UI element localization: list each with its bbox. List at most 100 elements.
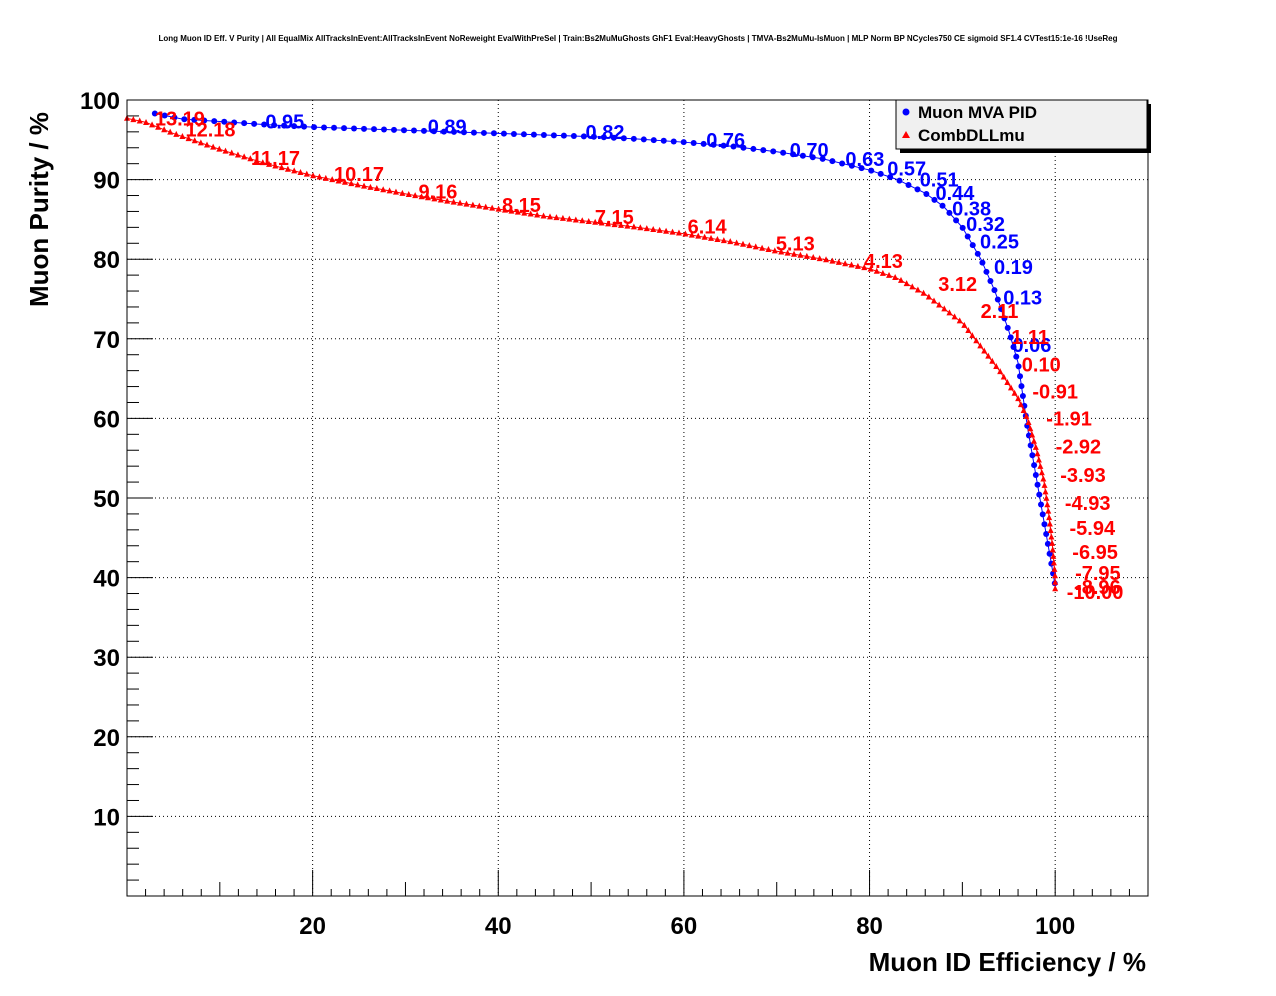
data-point	[1046, 520, 1053, 527]
data-point	[799, 152, 806, 159]
data-point	[1051, 565, 1058, 572]
data-point	[669, 228, 676, 235]
data-point	[580, 133, 587, 140]
data-point	[173, 130, 180, 137]
data-label: 0.82	[586, 122, 625, 144]
data-point	[1018, 383, 1025, 390]
data-point	[610, 134, 617, 141]
data-point	[1042, 488, 1049, 495]
data-point	[997, 368, 1004, 375]
data-point	[1015, 395, 1022, 402]
y-tick-label: 60	[93, 406, 120, 433]
data-point	[482, 203, 489, 210]
plot-frame	[126, 99, 1149, 897]
data-point	[322, 174, 329, 181]
data-point	[848, 261, 855, 268]
y-tick-label: 10	[93, 804, 120, 831]
data-point	[1052, 578, 1059, 585]
data-point	[161, 112, 168, 119]
data-point	[284, 165, 291, 172]
data-point	[221, 118, 228, 125]
data-point	[431, 195, 438, 202]
data-point	[981, 347, 988, 354]
data-point	[1041, 481, 1048, 488]
data-point	[204, 141, 211, 148]
data-point	[1030, 437, 1037, 444]
data-point	[611, 221, 618, 228]
data-point	[861, 264, 868, 271]
data-point	[155, 123, 162, 130]
data-point	[1013, 353, 1020, 360]
data-point	[680, 139, 687, 146]
data-point	[241, 153, 248, 160]
y-tick-label: 100	[80, 88, 120, 115]
data-label: -1.91	[1046, 408, 1092, 430]
data-label: 3.12	[938, 274, 977, 296]
data-point	[399, 189, 406, 196]
data-point	[1029, 452, 1036, 459]
data-point	[791, 250, 798, 257]
data-label: -5.94	[1070, 518, 1116, 540]
x-tick-label: 20	[299, 913, 326, 940]
data-point	[708, 234, 715, 241]
data-point	[510, 130, 517, 137]
data-point	[1032, 443, 1039, 450]
data-point	[956, 317, 963, 324]
data-point	[540, 212, 547, 219]
data-point	[797, 251, 804, 258]
data-point	[1035, 456, 1042, 463]
data-point	[630, 135, 637, 142]
data-point	[920, 289, 927, 296]
data-point	[266, 160, 273, 167]
data-point	[740, 144, 747, 151]
data-point	[977, 342, 984, 349]
legend-marker-mva	[902, 108, 910, 116]
data-point	[1010, 344, 1017, 351]
data-point	[259, 159, 266, 166]
data-point	[979, 259, 986, 266]
data-point	[998, 305, 1005, 312]
data-point	[909, 283, 916, 290]
data-label: -0.91	[1032, 381, 1078, 403]
data-point	[354, 181, 361, 188]
data-point	[835, 258, 842, 265]
data-label: 4.13	[864, 251, 903, 273]
data-point	[310, 172, 317, 179]
data-point	[570, 133, 577, 140]
data-label: 0.63	[845, 149, 884, 171]
data-point	[1023, 412, 1030, 419]
data-point	[848, 162, 855, 169]
data-point	[191, 137, 198, 144]
data-point	[842, 260, 849, 267]
grid-lines	[127, 99, 1148, 896]
data-label: 0.06	[1013, 335, 1052, 357]
data-point	[829, 257, 836, 264]
data-point	[348, 180, 355, 187]
data-point	[590, 133, 597, 140]
data-point	[241, 120, 248, 127]
data-point	[386, 187, 393, 194]
data-point	[1031, 462, 1038, 469]
data-point	[521, 209, 528, 216]
data-label: 0.70	[790, 140, 829, 162]
data-point	[750, 145, 757, 152]
data-point	[450, 198, 457, 205]
data-point	[656, 226, 663, 233]
data-point	[247, 155, 254, 162]
data-point	[179, 133, 186, 140]
data-point	[688, 231, 695, 238]
data-point	[500, 130, 507, 137]
data-point	[839, 160, 846, 167]
data-point	[560, 132, 567, 139]
data-point	[572, 216, 579, 223]
data-point	[598, 219, 605, 226]
data-point	[1047, 527, 1054, 534]
data-point	[234, 151, 241, 158]
data-point	[1004, 324, 1011, 331]
data-point	[873, 267, 880, 274]
data-point	[951, 313, 958, 320]
data-point	[969, 242, 976, 249]
data-point	[700, 140, 707, 147]
data-point	[617, 221, 624, 228]
data-point	[868, 167, 875, 174]
